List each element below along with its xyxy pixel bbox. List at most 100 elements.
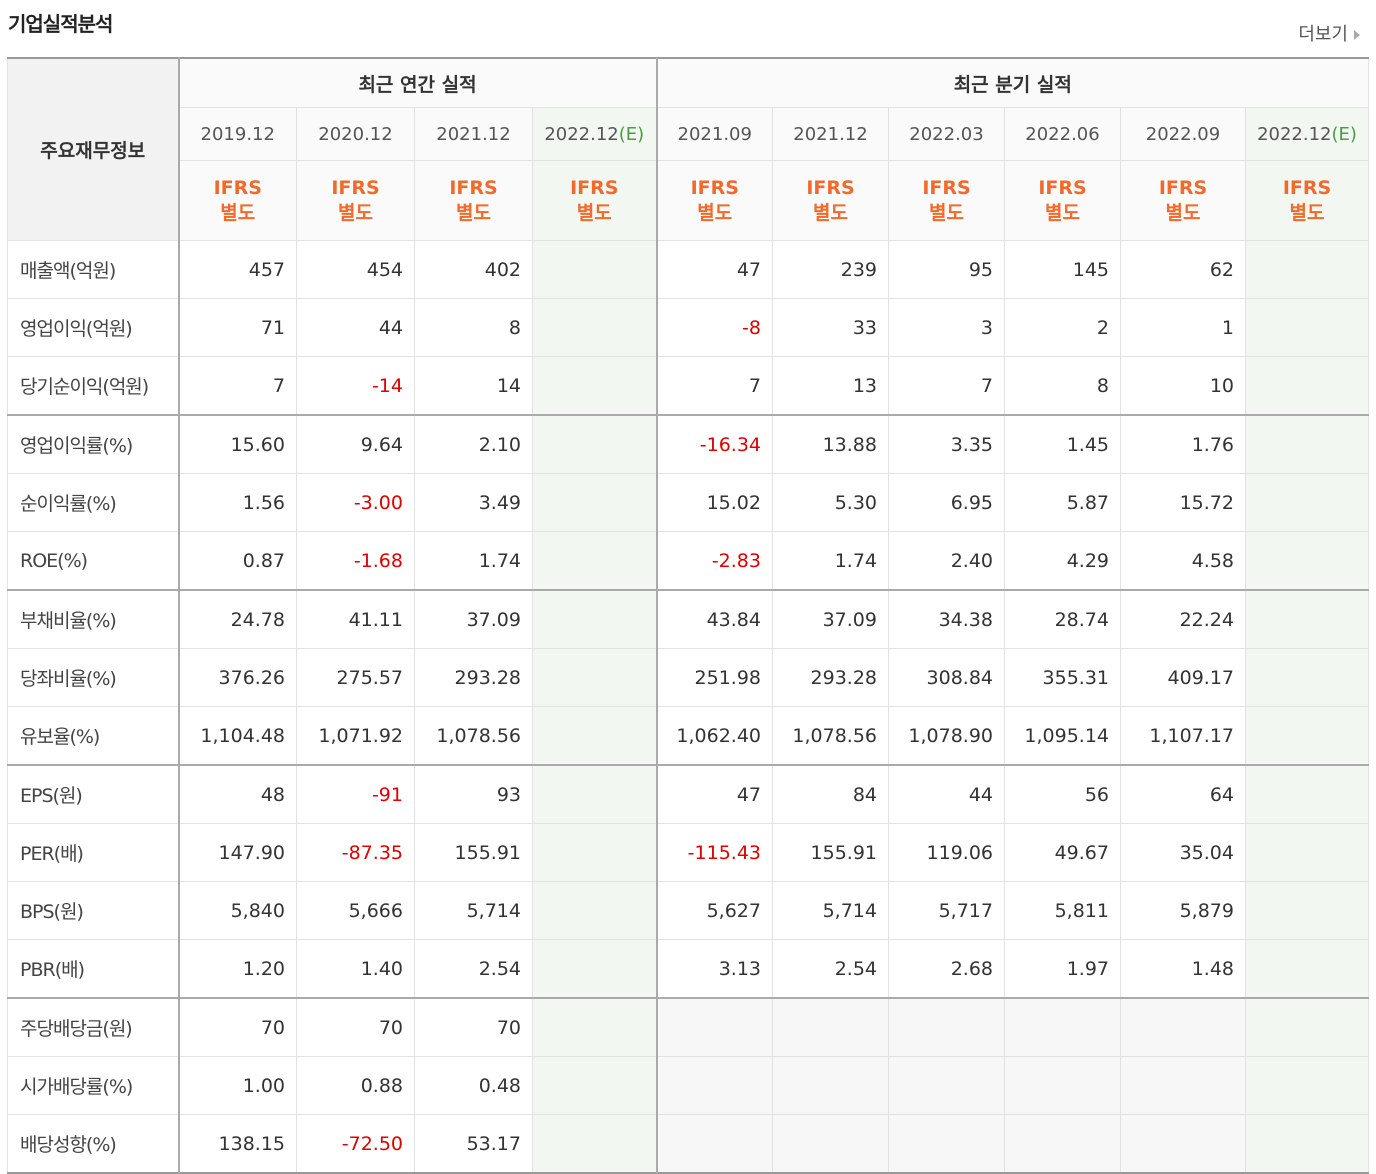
basis-line: IFRS: [922, 176, 971, 199]
data-row: 당기순이익(억원) 7 -14 14 7 13 7 8 10: [7, 356, 1369, 416]
basis-line: IFRS: [570, 176, 619, 199]
value-cell: [1120, 1114, 1246, 1174]
value-cell: -72.50: [296, 1114, 415, 1174]
basis-line: 별도: [456, 201, 491, 224]
value-cell: 44: [888, 764, 1005, 824]
value-cell: 5,666: [296, 881, 415, 940]
value-cell: [888, 1114, 1005, 1174]
basis-header: IFRS 별도: [1004, 160, 1121, 241]
value-cell: 376.26: [178, 648, 297, 707]
period-header: 2020.12: [296, 107, 415, 161]
value-cell: 15.02: [655, 473, 773, 532]
basis-header: IFRS 별도: [296, 160, 415, 241]
period-header: 2021.12: [414, 107, 533, 161]
data-row: 매출액(억원) 457 454 402 47 239 95 145 62: [7, 240, 1369, 299]
value-cell: 1,071.92: [296, 706, 415, 766]
data-row: 배당성향(%) 138.15 -72.50 53.17: [7, 1114, 1369, 1174]
value-cell: 1.97: [1004, 939, 1121, 999]
value-cell: 84: [772, 764, 889, 824]
value-cell: 62: [1120, 240, 1246, 299]
value-cell: 147.90: [178, 823, 297, 882]
value-cell: 22.24: [1120, 589, 1246, 649]
basis-line: 별도: [576, 201, 612, 224]
value-cell: 70: [178, 997, 297, 1057]
row-label: 부채비율(%): [7, 589, 180, 649]
value-cell: [532, 706, 657, 766]
value-cell: 239: [772, 240, 889, 299]
basis-header: IFRS 별도: [1245, 160, 1369, 241]
value-cell: 8: [1004, 356, 1121, 416]
value-cell: 47: [655, 240, 773, 299]
data-row: 주당배당금(원) 70 70 70: [7, 997, 1369, 1057]
value-cell: [532, 531, 657, 591]
value-cell: [532, 823, 657, 882]
basis-line: IFRS: [331, 176, 380, 199]
basis-line: IFRS: [1282, 176, 1332, 199]
value-cell: [532, 997, 657, 1057]
value-cell: 15.72: [1120, 473, 1246, 532]
value-cell: 70: [414, 997, 533, 1057]
value-cell: 1.00: [178, 1056, 297, 1115]
value-cell: 9.64: [296, 414, 415, 474]
value-cell: 275.57: [296, 648, 415, 707]
value-cell: 10: [1120, 356, 1246, 416]
value-cell: 1.45: [1004, 414, 1121, 474]
value-cell: 33: [772, 298, 889, 357]
period-header: 2022.12(E): [532, 107, 657, 161]
value-cell: [1245, 939, 1369, 999]
value-cell: 0.87: [178, 531, 297, 591]
value-cell: -87.35: [296, 823, 415, 882]
period: 2021.12: [436, 123, 511, 145]
row-label: 배당성향(%): [7, 1114, 180, 1174]
data-row: 영업이익(억원) 71 44 8 -8 33 3 2 1: [7, 298, 1369, 357]
more-link[interactable]: 더보기: [1298, 20, 1360, 46]
data-row: 순이익률(%) 1.56 -3.00 3.49 15.02 5.30 6.95 5.87 15.…: [7, 473, 1369, 532]
value-cell: [772, 997, 889, 1057]
value-cell: 44: [296, 298, 415, 357]
value-cell: 5,714: [772, 881, 889, 940]
value-cell: 1,078.56: [772, 706, 889, 766]
period: 2019.12: [200, 123, 275, 145]
value-cell: 293.28: [772, 648, 889, 707]
value-cell: 3.49: [414, 473, 533, 532]
data-row: EPS(원) 48 -91 93 47 84 44 56 64: [7, 764, 1369, 824]
value-cell: 155.91: [414, 823, 533, 882]
basis-line: IFRS: [213, 176, 262, 199]
period: 2022.09: [1145, 123, 1221, 145]
value-cell: 5,627: [655, 881, 773, 940]
value-cell: 14: [414, 356, 533, 416]
value-cell: 293.28: [414, 648, 533, 707]
value-cell: 138.15: [178, 1114, 297, 1174]
value-cell: 47: [655, 764, 773, 824]
value-cell: [532, 1056, 657, 1115]
data-row: 유보율(%) 1,104.48 1,071.92 1,078.56 1,062.40 1,…: [7, 706, 1369, 766]
corner-cell: 주요재무정보: [7, 57, 180, 241]
value-cell: 5,811: [1004, 881, 1121, 940]
value-cell: 2.40: [888, 531, 1005, 591]
row-label: PER(배): [7, 823, 180, 882]
basis-line: IFRS: [1158, 176, 1208, 199]
value-cell: 3.35: [888, 414, 1005, 474]
value-cell: [1245, 1114, 1369, 1174]
data-row: 시가배당률(%) 1.00 0.88 0.48: [7, 1056, 1369, 1115]
value-cell: [1245, 473, 1369, 532]
value-cell: -8: [655, 298, 773, 357]
value-cell: 5,714: [414, 881, 533, 940]
value-cell: 2.68: [888, 939, 1005, 999]
value-cell: [532, 356, 657, 416]
value-cell: 71: [178, 298, 297, 357]
value-cell: 1.74: [772, 531, 889, 591]
value-cell: 5.87: [1004, 473, 1121, 532]
data-row: PBR(배) 1.20 1.40 2.54 3.13 2.54 2.68 1.97 1.48: [7, 939, 1369, 999]
value-cell: 5,840: [178, 881, 297, 940]
period-header: 2021.09: [655, 107, 773, 161]
value-cell: [1245, 706, 1369, 766]
value-cell: 95: [888, 240, 1005, 299]
value-cell: [1245, 356, 1369, 416]
period-header: 2022.03: [888, 107, 1005, 161]
value-cell: 1,095.14: [1004, 706, 1121, 766]
value-cell: 1.48: [1120, 939, 1246, 999]
value-cell: 2.54: [772, 939, 889, 999]
value-cell: 7: [655, 356, 773, 416]
estimate-mark: (E): [618, 123, 645, 145]
